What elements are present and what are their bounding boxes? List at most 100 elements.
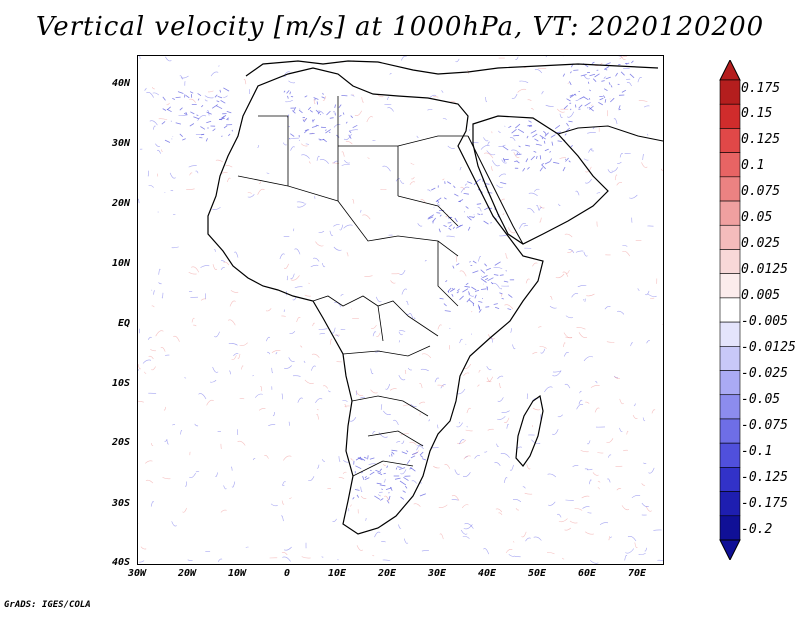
contour-segment (304, 129, 310, 131)
map-panel (137, 55, 664, 565)
contour-segment (538, 207, 543, 211)
lat-label-30n: 30N (111, 138, 130, 149)
contour-segment (386, 499, 390, 504)
lon-label-20e: 20E (377, 568, 397, 579)
contour-segment (206, 120, 212, 124)
contour-segment (480, 269, 486, 274)
contour-segment (290, 273, 295, 279)
contour-segment (161, 292, 164, 299)
contour-segment (616, 181, 623, 186)
contour-segment (170, 190, 174, 192)
contour-segment (152, 92, 159, 96)
contour-segment (216, 105, 223, 110)
contour-segment (515, 123, 521, 129)
lat-label-20n: 20N (111, 198, 130, 209)
contour-segment (518, 145, 521, 148)
lon-label-30e: 30E (427, 568, 447, 579)
contour-segment (539, 346, 547, 349)
contour-segment (459, 270, 467, 277)
contour-segment (603, 88, 608, 91)
contour-segment (370, 368, 374, 375)
contour-segment (383, 410, 391, 416)
contour-segment (364, 476, 367, 479)
contour-segment (307, 106, 311, 111)
contour-segment (339, 224, 344, 231)
contour-segment (219, 89, 221, 93)
contour-segment (318, 138, 321, 140)
contour-segment (458, 421, 461, 424)
contour-segment (189, 172, 193, 176)
contour-segment (349, 417, 357, 422)
contour-segment (486, 366, 492, 371)
contour-segment (460, 529, 468, 535)
contour-segment (485, 278, 489, 281)
contour-segment (515, 153, 522, 156)
contour-segment (558, 203, 561, 206)
contour-segment (564, 527, 572, 531)
contour-segment (288, 80, 296, 84)
contour-segment (165, 56, 172, 62)
contour-segment (413, 503, 421, 507)
contour-segment (544, 161, 551, 165)
contour-segment (429, 94, 437, 98)
contour-segment (438, 504, 448, 508)
contour-segment (334, 302, 342, 308)
contour-segment (212, 264, 218, 270)
contour-segment (578, 332, 588, 338)
contour-segment (461, 504, 469, 509)
contour-segment (569, 94, 574, 97)
contour-segment (460, 186, 465, 191)
velocity-contours (138, 56, 663, 564)
contour-segment (621, 89, 627, 93)
contour-segment (497, 375, 504, 380)
contour-segment (443, 197, 447, 200)
contour-segment (329, 230, 334, 236)
contour-segment (319, 333, 326, 335)
contour-segment (624, 555, 628, 561)
contour-segment (207, 110, 210, 116)
contour-segment (304, 379, 314, 384)
contour-segment (625, 62, 630, 65)
contour-segment (457, 288, 460, 292)
contour-segment (374, 531, 381, 538)
contour-segment (215, 159, 223, 163)
contour-segment (566, 122, 569, 127)
contour-segment (465, 429, 473, 432)
contour-segment (645, 290, 650, 296)
contour-segment (467, 181, 473, 184)
contour-segment (521, 531, 527, 538)
contour-segment (352, 496, 355, 500)
contour-segment (491, 166, 493, 171)
contour-segment (299, 345, 303, 348)
contour-segment (498, 512, 503, 516)
contour-segment (403, 538, 409, 544)
contour-segment (527, 208, 535, 214)
contour-segment (579, 96, 585, 100)
contour-segment (206, 399, 214, 406)
contour-segment (637, 288, 640, 291)
contour-segment (565, 315, 574, 319)
contour-segment (431, 187, 436, 191)
contour-segment (220, 509, 227, 513)
contour-segment (452, 287, 454, 290)
contour-segment (503, 477, 508, 484)
contour-segment (302, 119, 305, 122)
contour-segment (417, 223, 423, 227)
contour-segment (375, 469, 382, 473)
contour-segment (502, 212, 505, 215)
contour-segment (587, 81, 590, 84)
contour-segment (376, 332, 381, 337)
contour-segment (541, 164, 546, 170)
contour-segment (350, 94, 355, 97)
contour-segment (463, 455, 471, 460)
contour-segment (511, 149, 521, 155)
colorbar-label-3: 0.125 (741, 132, 781, 147)
contour-segment (416, 135, 419, 138)
contour-segment (490, 281, 494, 285)
contour-segment (501, 410, 510, 413)
contour-segment (474, 294, 477, 299)
contour-segment (319, 139, 325, 141)
contour-segment (591, 104, 593, 106)
contour-segment (144, 371, 147, 374)
contour-segment (527, 124, 532, 127)
